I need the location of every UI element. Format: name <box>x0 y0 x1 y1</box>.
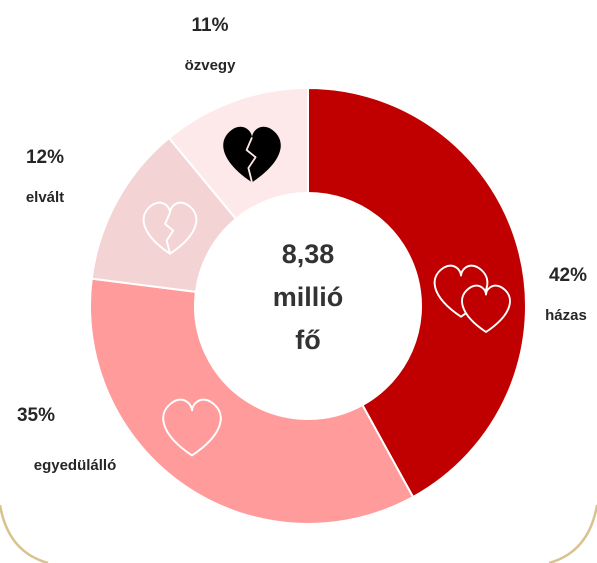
heart-icon <box>162 398 222 457</box>
category-label: elvált <box>26 189 64 206</box>
card-border <box>0 504 597 563</box>
category-label: házas <box>545 307 587 324</box>
value-label: 42% <box>549 265 587 286</box>
category-label: egyedülálló <box>34 457 117 474</box>
center-text: fő <box>295 325 320 355</box>
heart-icon <box>433 264 489 318</box>
broken-heart-icon <box>142 201 198 255</box>
center-text: millió <box>273 282 344 312</box>
category-label: özvegy <box>185 57 237 74</box>
heart-icon <box>461 284 511 333</box>
value-label: 11% <box>192 15 229 36</box>
icons <box>142 126 511 457</box>
center-text: 8,38 <box>282 239 335 269</box>
slice <box>307 86 527 499</box>
value-label: 35% <box>17 405 55 426</box>
crack <box>245 137 257 183</box>
slice <box>89 277 415 525</box>
value-label: 12% <box>26 147 64 168</box>
